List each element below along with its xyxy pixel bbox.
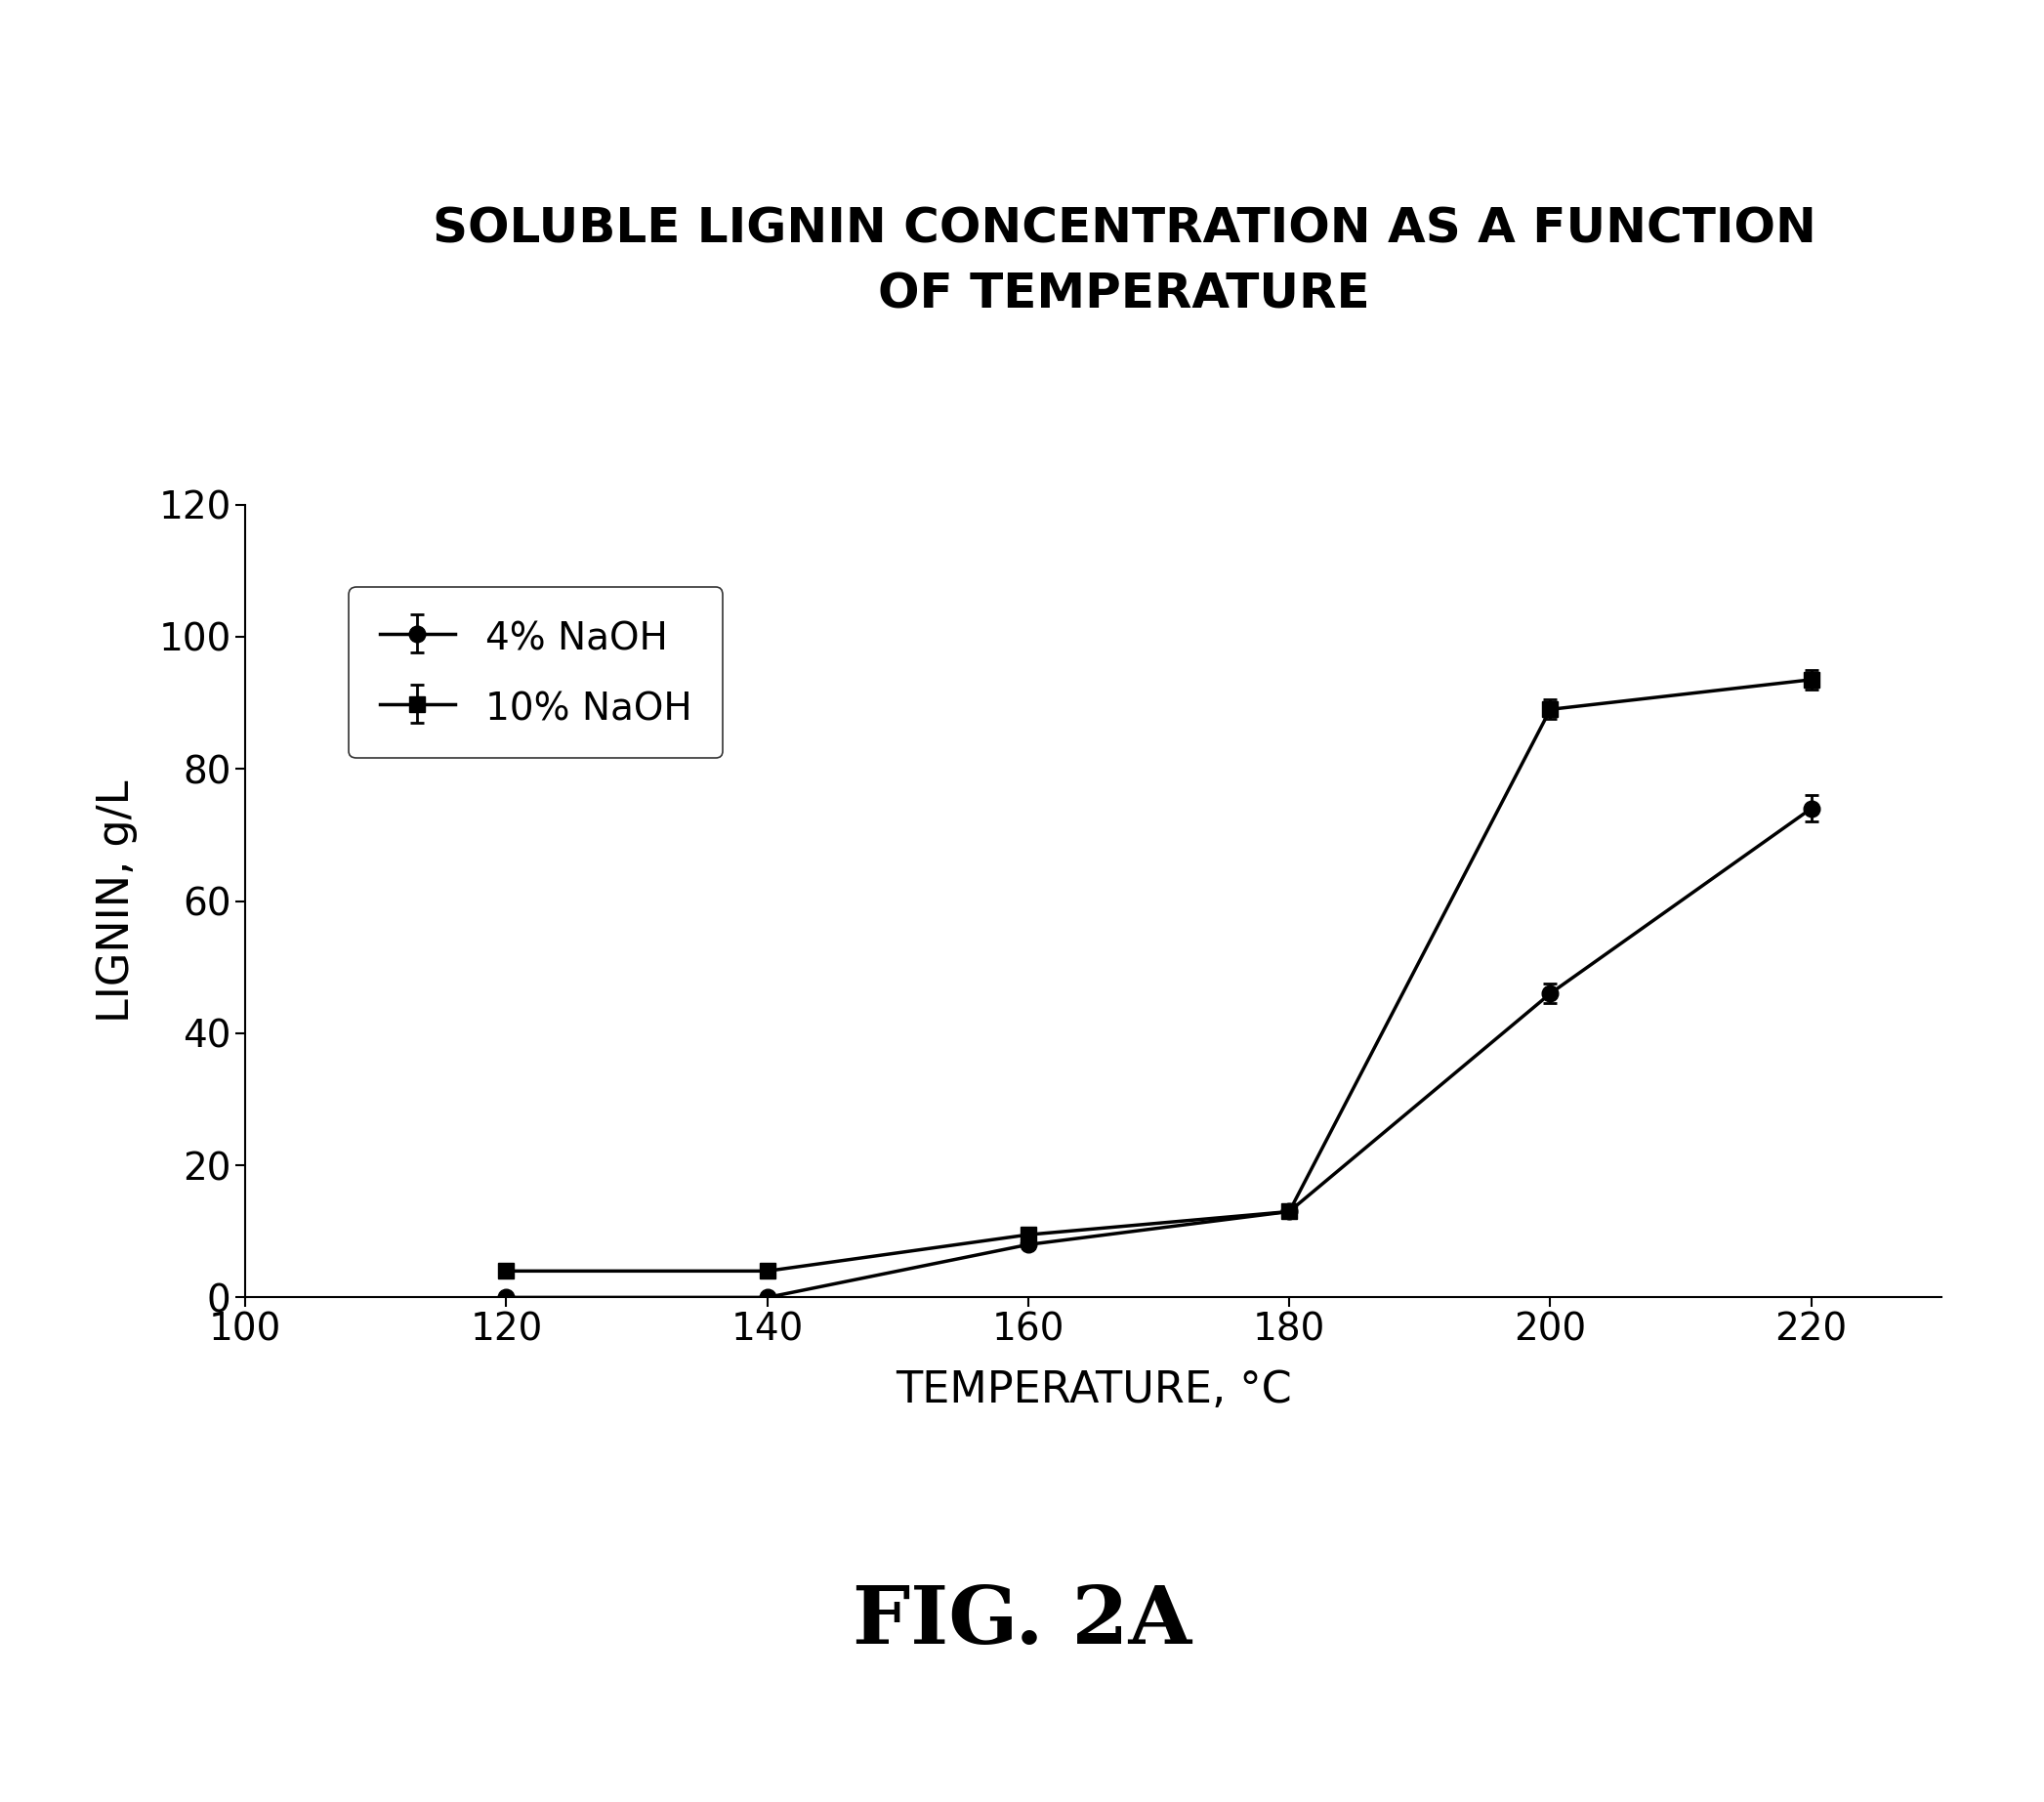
Y-axis label: LIGNIN, g/L: LIGNIN, g/L <box>96 780 139 1022</box>
Text: FIG. 2A: FIG. 2A <box>852 1582 1192 1661</box>
X-axis label: TEMPERATURE, °C: TEMPERATURE, °C <box>895 1370 1292 1411</box>
Text: SOLUBLE LIGNIN CONCENTRATION AS A FUNCTION
OF TEMPERATURE: SOLUBLE LIGNIN CONCENTRATION AS A FUNCTI… <box>433 205 1815 317</box>
Legend: 4% NaOH, 10% NaOH: 4% NaOH, 10% NaOH <box>350 587 724 759</box>
